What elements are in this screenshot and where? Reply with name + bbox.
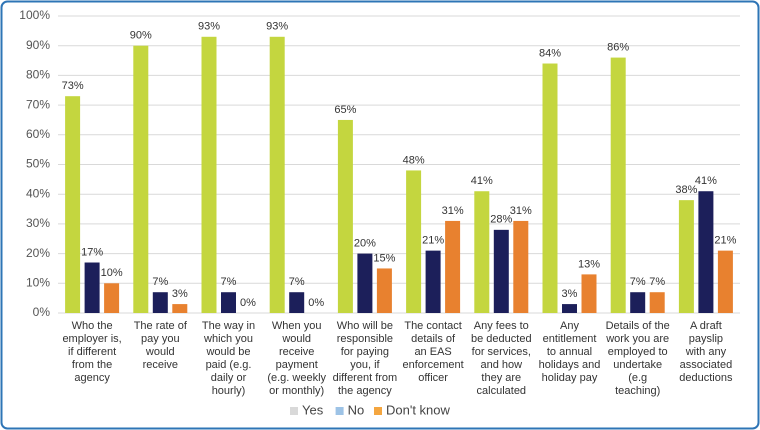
bar bbox=[717, 250, 733, 313]
x-tick-label: The contact details of an EAS enforcement of… bbox=[403, 320, 464, 384]
bar bbox=[474, 191, 490, 313]
value-label: 84% bbox=[539, 47, 561, 59]
x-tick-label: A draft payslip with any associated deductio… bbox=[679, 320, 733, 384]
value-label: 41% bbox=[695, 175, 717, 187]
value-label: 90% bbox=[130, 30, 152, 42]
value-label: 20% bbox=[354, 238, 376, 250]
x-tick-label: Who will be responsible for paying you, if d… bbox=[333, 320, 398, 397]
value-label: 13% bbox=[578, 258, 600, 270]
x-tick-label: When you would receive payment (e.g. weekly o… bbox=[267, 320, 326, 397]
value-label: 0% bbox=[240, 297, 256, 309]
bar bbox=[152, 292, 168, 313]
bar bbox=[445, 220, 461, 313]
bar bbox=[493, 229, 509, 313]
y-tick-label: 40% bbox=[26, 186, 50, 200]
bar bbox=[357, 253, 373, 313]
y-tick-label: 90% bbox=[26, 38, 50, 52]
x-tick-label: The rate of pay you would receive bbox=[134, 320, 188, 371]
y-tick-label: 50% bbox=[26, 157, 50, 171]
x-tick-label: Any entitlement to annual holidays and holid… bbox=[539, 320, 601, 384]
x-tick-label: Who the employer is, if different from the a… bbox=[62, 320, 121, 384]
bar bbox=[84, 262, 100, 313]
value-label: 73% bbox=[62, 80, 84, 92]
value-label: 31% bbox=[442, 205, 464, 217]
legend-label: Yes bbox=[302, 402, 324, 417]
value-label: 17% bbox=[81, 246, 103, 258]
bar bbox=[542, 63, 558, 313]
value-label: 15% bbox=[373, 252, 395, 264]
y-tick-label: 20% bbox=[26, 246, 50, 260]
value-label: 93% bbox=[198, 21, 220, 33]
value-label: 0% bbox=[308, 297, 324, 309]
legend-marker bbox=[290, 407, 298, 415]
value-label: 65% bbox=[334, 104, 356, 116]
bar bbox=[425, 250, 441, 313]
x-tick-label: Details of the work you are employed to und… bbox=[605, 320, 670, 397]
y-tick-label: 0% bbox=[33, 305, 51, 319]
y-tick-label: 100% bbox=[19, 8, 50, 22]
legend-label: Don't know bbox=[386, 402, 451, 417]
bar bbox=[337, 119, 353, 313]
value-label: 28% bbox=[490, 214, 512, 226]
bar bbox=[289, 292, 305, 313]
value-label: 38% bbox=[675, 184, 697, 196]
legend-label: No bbox=[348, 402, 365, 417]
bar bbox=[104, 283, 120, 313]
bar bbox=[513, 220, 529, 313]
y-tick-label: 70% bbox=[26, 97, 50, 111]
bar bbox=[269, 36, 285, 313]
value-label: 7% bbox=[649, 276, 665, 288]
y-tick-label: 60% bbox=[26, 127, 50, 141]
bar bbox=[649, 292, 665, 313]
y-tick-label: 30% bbox=[26, 216, 50, 230]
bar bbox=[406, 170, 422, 313]
bar bbox=[172, 304, 188, 313]
value-label: 21% bbox=[422, 235, 444, 247]
y-tick-label: 10% bbox=[26, 275, 50, 289]
bar bbox=[133, 45, 149, 313]
value-label: 86% bbox=[607, 41, 629, 53]
bar bbox=[65, 96, 81, 313]
value-label: 7% bbox=[221, 276, 237, 288]
value-label: 31% bbox=[510, 205, 532, 217]
bar bbox=[201, 36, 217, 313]
bar bbox=[678, 200, 694, 313]
value-label: 7% bbox=[152, 276, 168, 288]
bar bbox=[376, 268, 392, 313]
value-label: 7% bbox=[630, 276, 646, 288]
legend-marker bbox=[374, 407, 382, 415]
x-tick-label: Any fees to be deducted for services, and h… bbox=[471, 320, 532, 397]
value-label: 93% bbox=[266, 21, 288, 33]
value-label: 3% bbox=[172, 288, 188, 300]
value-label: 7% bbox=[289, 276, 305, 288]
value-label: 10% bbox=[101, 267, 123, 279]
x-tick-label: The way in which you would be paid (e.g. dai… bbox=[202, 320, 255, 397]
value-label: 41% bbox=[471, 175, 493, 187]
bar bbox=[581, 274, 597, 313]
y-tick-label: 80% bbox=[26, 68, 50, 82]
bar bbox=[698, 191, 714, 313]
legend-marker bbox=[335, 407, 344, 415]
bar bbox=[610, 57, 626, 313]
bar bbox=[562, 304, 577, 313]
value-label: 21% bbox=[714, 235, 736, 247]
bar bbox=[630, 292, 646, 313]
value-label: 48% bbox=[403, 154, 425, 166]
value-label: 3% bbox=[562, 288, 578, 300]
bar bbox=[221, 292, 236, 313]
